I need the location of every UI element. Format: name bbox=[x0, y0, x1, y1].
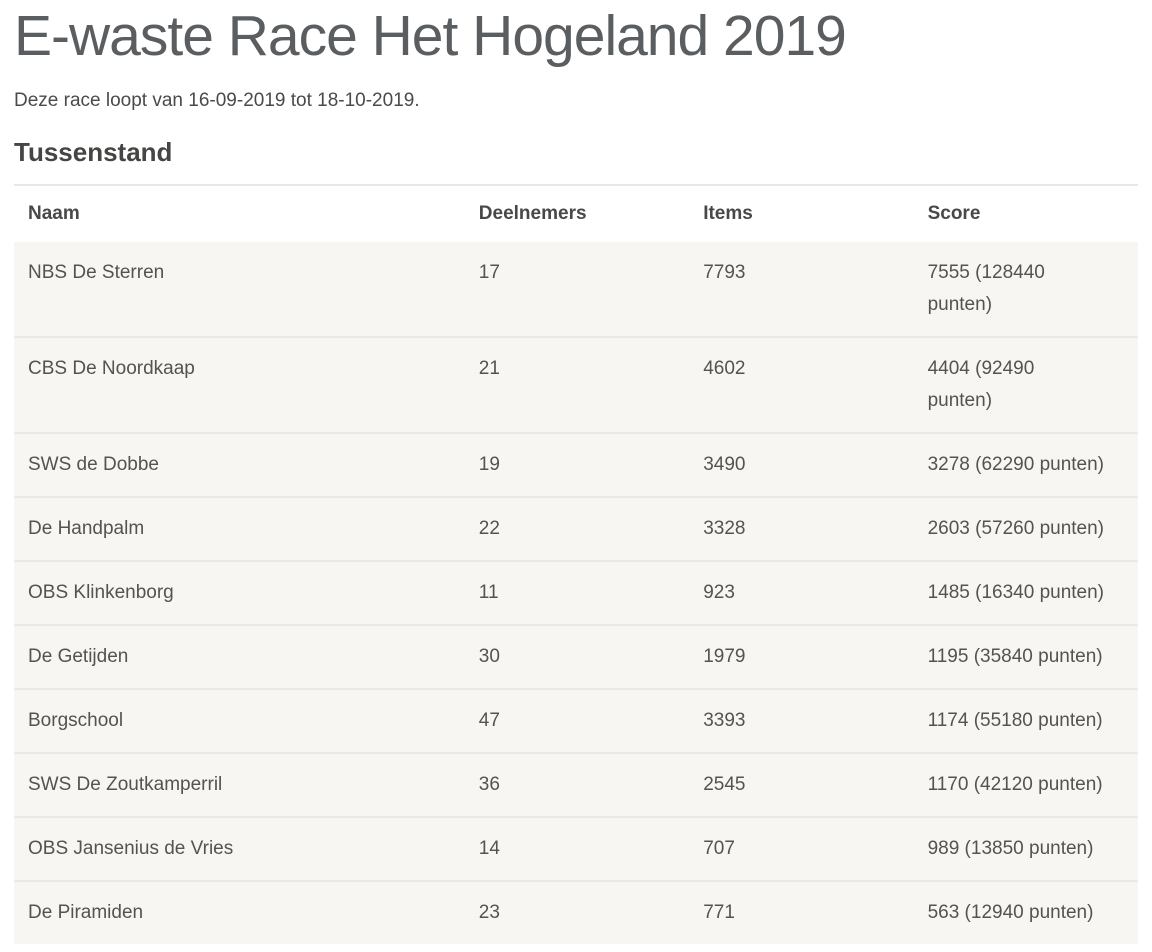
table-row: NBS De Sterren 17 7793 7555 (128440 punt… bbox=[14, 242, 1138, 337]
cell-score: 1174 (55180 punten) bbox=[913, 688, 1138, 753]
cell-score: 7555 (128440 punten) bbox=[913, 242, 1138, 337]
table-row: OBS Klinkenborg 11 923 1485 (16340 punte… bbox=[14, 560, 1138, 625]
cell-deelnemers: 17 bbox=[464, 242, 690, 337]
column-header-items: Items bbox=[689, 185, 914, 242]
cell-naam: CBS De Noordkaap bbox=[14, 336, 465, 433]
cell-deelnemers: 36 bbox=[464, 752, 690, 817]
table-row: SWS de Dobbe 19 3490 3278 (62290 punten) bbox=[14, 432, 1138, 497]
score-text: 4404 (92490 punten) bbox=[927, 358, 1035, 411]
table-row: De Getijden 30 1979 1195 (35840 punten) bbox=[14, 624, 1138, 689]
column-header-score: Score bbox=[913, 185, 1138, 242]
cell-items: 923 bbox=[689, 560, 914, 625]
cell-deelnemers: 30 bbox=[464, 624, 690, 689]
cell-score: 989 (13850 punten) bbox=[913, 816, 1138, 881]
cell-naam: OBS Jansenius de Vries bbox=[14, 816, 465, 881]
cell-deelnemers: 14 bbox=[464, 816, 690, 881]
table-row: OBS Jansenius de Vries 14 707 989 (13850… bbox=[14, 816, 1138, 881]
cell-naam: SWS De Zoutkamperril bbox=[14, 752, 465, 817]
cell-score: 1485 (16340 punten) bbox=[913, 560, 1138, 625]
cell-score: 563 (12940 punten) bbox=[913, 880, 1138, 944]
cell-items: 3328 bbox=[689, 496, 914, 561]
cell-items: 771 bbox=[689, 880, 914, 944]
table-header: Naam Deelnemers Items Score bbox=[14, 185, 1138, 242]
cell-naam: OBS Klinkenborg bbox=[14, 560, 465, 625]
cell-deelnemers: 21 bbox=[464, 336, 690, 433]
cell-score: 1195 (35840 punten) bbox=[913, 624, 1138, 689]
cell-items: 4602 bbox=[689, 336, 914, 433]
column-header-naam: Naam bbox=[14, 185, 465, 242]
cell-deelnemers: 23 bbox=[464, 880, 690, 944]
cell-score: 3278 (62290 punten) bbox=[913, 432, 1138, 497]
score-text: 7555 (128440 punten) bbox=[927, 262, 1045, 315]
cell-deelnemers: 11 bbox=[464, 560, 690, 625]
cell-score: 1170 (42120 punten) bbox=[913, 752, 1138, 817]
cell-naam: SWS de Dobbe bbox=[14, 432, 465, 497]
cell-items: 2545 bbox=[689, 752, 914, 817]
score-text: 1195 (35840 punten) bbox=[927, 646, 1103, 667]
header-row: Naam Deelnemers Items Score bbox=[14, 185, 1138, 242]
cell-deelnemers: 22 bbox=[464, 496, 690, 561]
standings-table: Naam Deelnemers Items Score NBS De Sterr… bbox=[14, 184, 1138, 944]
cell-items: 707 bbox=[689, 816, 914, 881]
score-text: 1174 (55180 punten) bbox=[927, 710, 1103, 731]
cell-naam: De Piramiden bbox=[14, 880, 465, 944]
page-title: E-waste Race Het Hogeland 2019 bbox=[14, 4, 847, 68]
table-row: Borgschool 47 3393 1174 (55180 punten) bbox=[14, 688, 1138, 753]
score-text: 563 (12940 punten) bbox=[927, 902, 1094, 923]
standings-heading: Tussenstand bbox=[14, 137, 173, 167]
cell-deelnemers: 47 bbox=[464, 688, 690, 753]
cell-items: 1979 bbox=[689, 624, 914, 689]
score-text: 1170 (42120 punten) bbox=[927, 774, 1103, 795]
table-row: CBS De Noordkaap 21 4602 4404 (92490 pun… bbox=[14, 336, 1138, 433]
cell-naam: NBS De Sterren bbox=[14, 242, 465, 337]
cell-items: 3490 bbox=[689, 432, 914, 497]
race-period-text: Deze race loopt van 16-09-2019 tot 18-10… bbox=[14, 90, 420, 111]
cell-naam: De Getijden bbox=[14, 624, 465, 689]
cell-items: 3393 bbox=[689, 688, 914, 753]
score-text: 989 (13850 punten) bbox=[927, 838, 1094, 859]
cell-items: 7793 bbox=[689, 242, 914, 337]
score-text: 2603 (57260 punten) bbox=[927, 518, 1105, 539]
table-row: SWS De Zoutkamperril 36 2545 1170 (42120… bbox=[14, 752, 1138, 817]
score-text: 1485 (16340 punten) bbox=[927, 582, 1105, 603]
cell-naam: Borgschool bbox=[14, 688, 465, 753]
cell-deelnemers: 19 bbox=[464, 432, 690, 497]
cell-naam: De Handpalm bbox=[14, 496, 465, 561]
cell-score: 4404 (92490 punten) bbox=[913, 336, 1138, 433]
table-row: De Piramiden 23 771 563 (12940 punten) bbox=[14, 880, 1138, 944]
cell-score: 2603 (57260 punten) bbox=[913, 496, 1138, 561]
table-row: De Handpalm 22 3328 2603 (57260 punten) bbox=[14, 496, 1138, 561]
table-body: NBS De Sterren 17 7793 7555 (128440 punt… bbox=[14, 242, 1138, 944]
column-header-deelnemers: Deelnemers bbox=[464, 185, 690, 242]
score-text: 3278 (62290 punten) bbox=[927, 454, 1105, 475]
